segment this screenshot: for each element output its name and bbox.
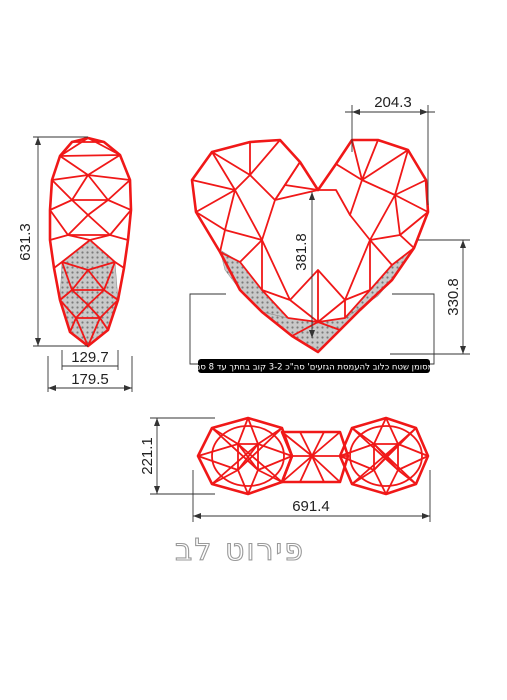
top-left-lobe xyxy=(196,416,294,496)
top-depth-label: 221.1 xyxy=(139,437,156,475)
front-right-height-dimension: 330.8 xyxy=(390,239,470,355)
front-right-height-label: 330.8 xyxy=(445,278,462,316)
front-inner-height-dimension: 381.8 xyxy=(293,192,315,338)
side-inner-width-dimension: 129.7 xyxy=(61,349,119,370)
side-outer-width-label: 179.5 xyxy=(71,371,109,388)
side-height-label: 631.3 xyxy=(17,223,34,261)
side-height-dimension: 631.3 xyxy=(17,136,88,347)
cage-note: מסומן שטח כלוב להעמסת הגזעים' סה"כ 3-2 ק… xyxy=(195,359,434,373)
front-top-width-label: 204.3 xyxy=(374,94,412,111)
side-outer-width-dimension: 179.5 xyxy=(47,356,133,392)
top-view: 221.1 691.4 xyxy=(139,416,431,522)
top-width-dimension: 691.4 xyxy=(192,470,431,522)
top-center-connector xyxy=(280,430,350,484)
front-top-width-dimension: 204.3 xyxy=(345,94,435,205)
side-view: 631.3 129.7 179.5 xyxy=(17,136,133,392)
top-width-label: 691.4 xyxy=(292,498,330,515)
front-view: 204.3 381.8 330.8 מסומן שטח כלוב להעמסת … xyxy=(189,94,470,373)
top-depth-dimension: 221.1 xyxy=(139,417,215,495)
front-inner-height-label: 381.8 xyxy=(293,233,310,271)
top-right-lobe xyxy=(338,416,430,496)
cage-note-text: מסומן שטח כלוב להעמסת הגזעים' סה"כ 3-2 ק… xyxy=(195,363,434,373)
side-frame-struts xyxy=(49,137,132,347)
heart-frame-struts xyxy=(191,139,429,337)
drawing-title: פירוט לב xyxy=(175,533,305,568)
side-inner-width-label: 129.7 xyxy=(71,349,109,366)
